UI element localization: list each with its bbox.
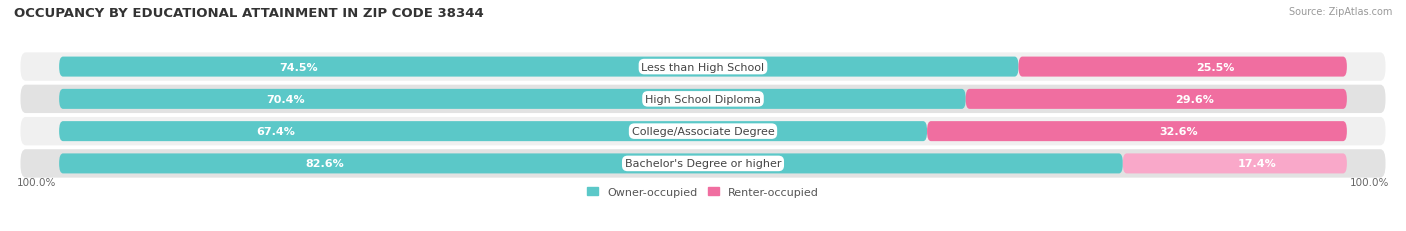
FancyBboxPatch shape [21, 53, 1385, 82]
Text: 100.0%: 100.0% [17, 177, 56, 187]
Text: 67.4%: 67.4% [257, 127, 295, 137]
Text: 32.6%: 32.6% [1160, 127, 1198, 137]
FancyBboxPatch shape [927, 122, 1347, 142]
Text: College/Associate Degree: College/Associate Degree [631, 127, 775, 137]
FancyBboxPatch shape [59, 122, 927, 142]
Text: High School Diploma: High School Diploma [645, 94, 761, 104]
Text: OCCUPANCY BY EDUCATIONAL ATTAINMENT IN ZIP CODE 38344: OCCUPANCY BY EDUCATIONAL ATTAINMENT IN Z… [14, 7, 484, 20]
Text: Less than High School: Less than High School [641, 62, 765, 72]
Legend: Owner-occupied, Renter-occupied: Owner-occupied, Renter-occupied [582, 183, 824, 202]
FancyBboxPatch shape [59, 89, 966, 109]
FancyBboxPatch shape [21, 85, 1385, 114]
FancyBboxPatch shape [21, 149, 1385, 178]
FancyBboxPatch shape [21, 117, 1385, 146]
Text: 17.4%: 17.4% [1237, 159, 1277, 169]
Text: 74.5%: 74.5% [280, 62, 318, 72]
Text: Bachelor's Degree or higher: Bachelor's Degree or higher [624, 159, 782, 169]
FancyBboxPatch shape [59, 57, 1018, 77]
FancyBboxPatch shape [1123, 154, 1347, 174]
Text: 25.5%: 25.5% [1197, 62, 1234, 72]
Text: 29.6%: 29.6% [1175, 94, 1213, 104]
FancyBboxPatch shape [59, 154, 1123, 174]
FancyBboxPatch shape [1018, 57, 1347, 77]
Text: 82.6%: 82.6% [305, 159, 344, 169]
Text: 100.0%: 100.0% [1350, 177, 1389, 187]
FancyBboxPatch shape [966, 89, 1347, 109]
Text: 70.4%: 70.4% [267, 94, 305, 104]
Text: Source: ZipAtlas.com: Source: ZipAtlas.com [1288, 7, 1392, 17]
